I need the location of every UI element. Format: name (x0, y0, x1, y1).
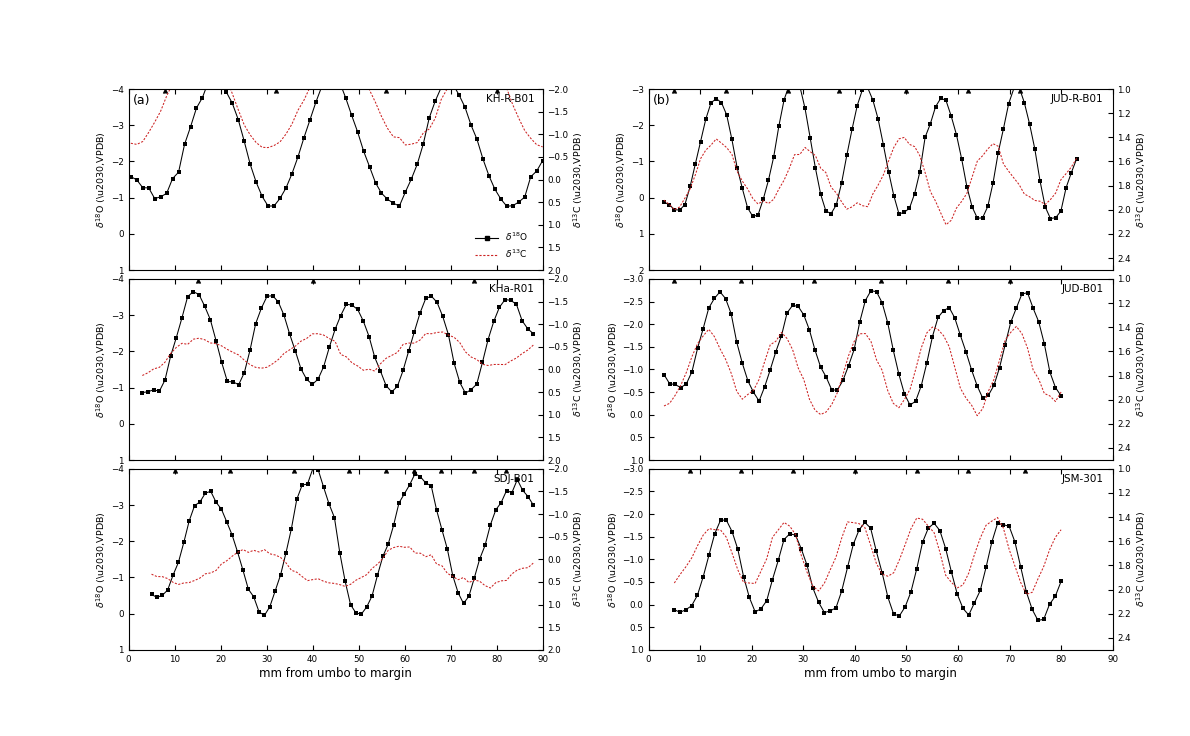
Y-axis label: $\delta^{13}$C (\u2030,VPDB): $\delta^{13}$C (\u2030,VPDB) (571, 132, 585, 227)
Text: JSM-301: JSM-301 (1061, 474, 1103, 484)
Text: KH-R-B01: KH-R-B01 (486, 94, 534, 105)
Y-axis label: $\delta^{13}$C (\u2030,VPDB): $\delta^{13}$C (\u2030,VPDB) (571, 322, 585, 417)
Text: JUD-B01: JUD-B01 (1061, 284, 1103, 294)
Text: (b): (b) (653, 94, 671, 107)
Text: (a): (a) (132, 94, 150, 107)
Y-axis label: $\delta^{13}$C (\u2030,VPDB): $\delta^{13}$C (\u2030,VPDB) (1134, 512, 1147, 607)
Text: JUD-R-B01: JUD-R-B01 (1051, 94, 1103, 105)
Y-axis label: $\delta^{18}$O (\u2030,VPDB): $\delta^{18}$O (\u2030,VPDB) (606, 321, 620, 418)
Y-axis label: $\delta^{18}$O (\u2030,VPDB): $\delta^{18}$O (\u2030,VPDB) (94, 131, 108, 228)
Text: KHa-R01: KHa-R01 (489, 284, 534, 294)
Y-axis label: $\delta^{13}$C (\u2030,VPDB): $\delta^{13}$C (\u2030,VPDB) (571, 512, 585, 607)
Y-axis label: $\delta^{18}$O (\u2030,VPDB): $\delta^{18}$O (\u2030,VPDB) (94, 321, 108, 418)
Y-axis label: $\delta^{18}$O (\u2030,VPDB): $\delta^{18}$O (\u2030,VPDB) (606, 511, 620, 608)
X-axis label: mm from umbo to margin: mm from umbo to margin (804, 667, 957, 679)
Y-axis label: $\delta^{13}$C (\u2030,VPDB): $\delta^{13}$C (\u2030,VPDB) (1134, 322, 1147, 417)
Legend: $\delta^{18}$O, $\delta^{13}$C: $\delta^{18}$O, $\delta^{13}$C (474, 229, 530, 262)
Y-axis label: $\delta^{18}$O (\u2030,VPDB): $\delta^{18}$O (\u2030,VPDB) (614, 131, 628, 228)
Text: SDJ-B01: SDJ-B01 (494, 474, 534, 484)
Y-axis label: $\delta^{13}$C (\u2030,VPDB): $\delta^{13}$C (\u2030,VPDB) (1134, 132, 1147, 227)
X-axis label: mm from umbo to margin: mm from umbo to margin (259, 667, 412, 679)
Y-axis label: $\delta^{18}$O (\u2030,VPDB): $\delta^{18}$O (\u2030,VPDB) (94, 511, 108, 608)
